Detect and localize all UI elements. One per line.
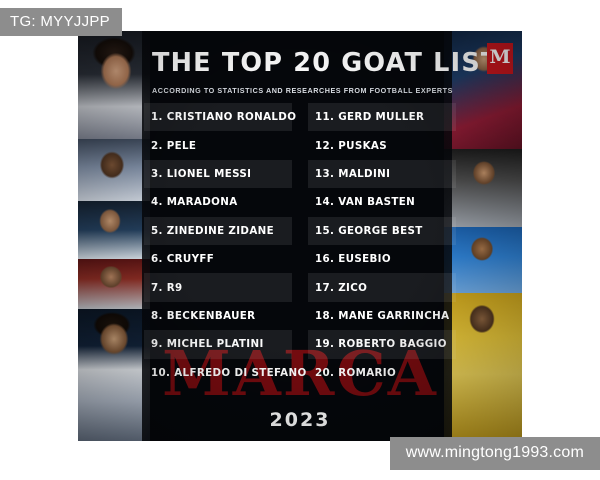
- list-item-label: 8. BECKENBAUER: [151, 309, 256, 322]
- left-photo-collage: [78, 31, 150, 441]
- list-item-label: 2. PELE: [151, 139, 197, 152]
- list-item: 17. ZICO: [308, 273, 456, 302]
- goat-list-poster: MARCA M THE TOP 20 GOAT LIST ACCORDING T…: [78, 31, 522, 441]
- list-item-label: 4. MARADONA: [151, 196, 238, 209]
- photo-maradona: [78, 309, 150, 441]
- list-item: 9. MICHEL PLATINI: [144, 330, 292, 359]
- list-column-right: 11. GERD MULLER 12. PUSKAS 13. MALDINI 1…: [308, 103, 456, 393]
- list-item-label: 3. LIONEL MESSI: [151, 167, 252, 180]
- list-item-label: 9. MICHEL PLATINI: [151, 338, 264, 351]
- list-item: 11. GERD MULLER: [308, 103, 456, 132]
- marca-logo-icon: M: [487, 43, 513, 74]
- list-item: 19. ROBERTO BAGGIO: [308, 330, 456, 359]
- list-item-label: 11. GERD MULLER: [315, 111, 425, 124]
- photo-ronaldo-r9: [444, 293, 522, 441]
- list-item: 20. ROMARIO: [308, 359, 456, 387]
- poster-header: THE TOP 20 GOAT LIST ACCORDING TO STATIS…: [152, 48, 500, 96]
- list-item: 15. GEORGE BEST: [308, 216, 456, 245]
- list-item-label: 19. ROBERTO BAGGIO: [315, 338, 447, 351]
- right-photo-collage: [444, 31, 522, 441]
- list-item-label: 1. CRISTIANO RONALDO: [151, 111, 297, 124]
- list-item: 10. ALFREDO DI STEFANO: [144, 359, 306, 387]
- list-item: 18. MANE GARRINCHA: [308, 302, 456, 330]
- list-item-label: 5. ZINEDINE ZIDANE: [151, 224, 274, 237]
- list-item: 3. LIONEL MESSI: [144, 159, 292, 189]
- list-item-label: 13. MALDINI: [315, 167, 391, 180]
- list-column-left: 1. CRISTIANO RONALDO 2. PELE 3. LIONEL M…: [144, 103, 306, 393]
- site-watermark: www.mingtong1993.com: [389, 437, 600, 470]
- poster-year: 2023: [78, 409, 522, 431]
- list-item-label: 12. PUSKAS: [315, 139, 388, 152]
- list-item: 14. VAN BASTEN: [308, 188, 456, 216]
- list-item-label: 20. ROMARIO: [315, 366, 397, 379]
- list-item-label: 7. R9: [151, 281, 183, 294]
- list-item-label: 6. CRUYFF: [151, 253, 215, 266]
- list-item-label: 17. ZICO: [315, 281, 368, 294]
- list-item: 12. PUSKAS: [308, 131, 456, 159]
- photo-zidane-left: [78, 259, 150, 309]
- list-item: 7. R9: [144, 273, 292, 302]
- goat-list: 1. CRISTIANO RONALDO 2. PELE 3. LIONEL M…: [78, 103, 522, 393]
- list-item: 16. EUSEBIO: [308, 245, 456, 273]
- page-title: THE TOP 20 GOAT LIST: [152, 48, 500, 78]
- photo-lionel-messi: [78, 201, 150, 259]
- poster-year-label: 2023: [269, 409, 331, 431]
- list-item: 8. BECKENBAUER: [144, 302, 292, 330]
- list-item-label: 14. VAN BASTEN: [315, 196, 416, 209]
- marca-background-watermark: MARCA: [162, 337, 438, 410]
- photo-pele: [78, 139, 150, 201]
- list-item: 2. PELE: [144, 131, 292, 159]
- list-item-label: 18. MANE GARRINCHA: [315, 309, 450, 322]
- photo-ronaldo-brazil-blue: [444, 227, 522, 293]
- list-item: 6. CRUYFF: [144, 245, 292, 273]
- list-item: 13. MALDINI: [308, 159, 456, 189]
- list-item: 4. MARADONA: [144, 188, 292, 216]
- photo-cristiano-ronaldo: [78, 31, 150, 139]
- photo-zinedine-zidane: [444, 149, 522, 227]
- telegram-watermark: TG: MYYJJPP: [0, 8, 122, 36]
- marca-logo-letter: M: [489, 46, 511, 68]
- list-item-label: 10. ALFREDO DI STEFANO: [151, 366, 307, 379]
- poster-subtitle: ACCORDING TO STATISTICS AND RESEARCHES F…: [152, 86, 453, 96]
- list-item: 1. CRISTIANO RONALDO: [144, 103, 296, 132]
- list-item-label: 16. EUSEBIO: [315, 253, 391, 266]
- poster-dark-overlay: [142, 31, 452, 441]
- list-item: 5. ZINEDINE ZIDANE: [144, 216, 292, 245]
- list-item-label: 15. GEORGE BEST: [315, 224, 423, 237]
